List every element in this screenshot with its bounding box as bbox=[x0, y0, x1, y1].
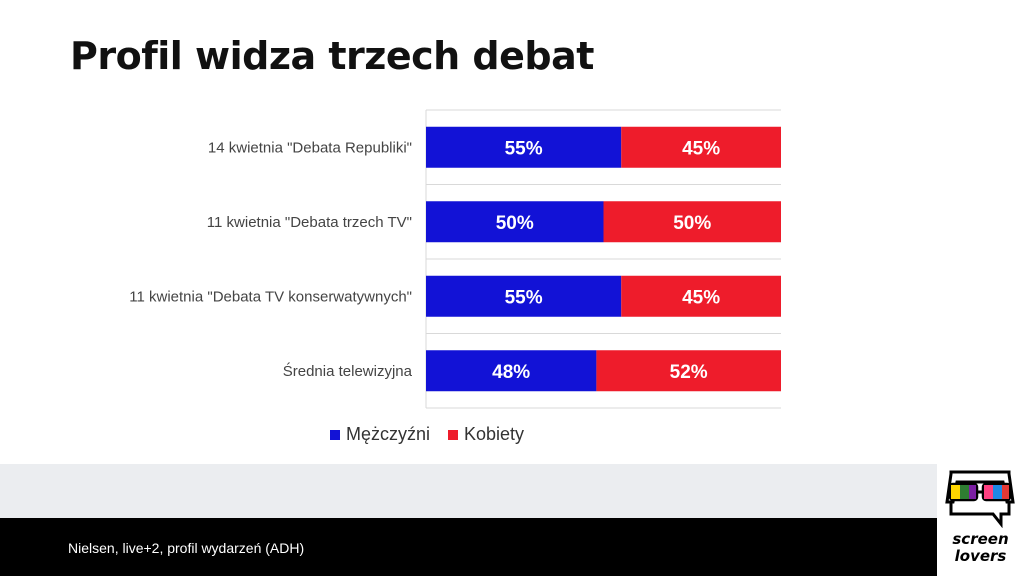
page-title: Profil widza trzech debat bbox=[70, 34, 594, 78]
category-label: 14 kwietnia "Debata Republiki" bbox=[208, 139, 412, 156]
data-label: 50% bbox=[673, 213, 711, 234]
legend-swatch-men bbox=[330, 429, 340, 440]
data-label: 45% bbox=[682, 287, 720, 308]
source-note: Nielsen, live+2, profil wydarzeń (ADH) bbox=[68, 540, 305, 556]
category-label: 11 kwietnia "Debata TV konserwatywnych" bbox=[129, 288, 412, 305]
bar-men bbox=[426, 350, 597, 392]
screen-lovers-logo: screen lovers bbox=[937, 462, 1024, 576]
bar-women bbox=[621, 126, 781, 168]
legend-swatch-women bbox=[448, 429, 459, 440]
grey-band bbox=[0, 464, 1024, 518]
bar-men bbox=[426, 201, 604, 243]
chart-legend: Mężczyźni Kobiety bbox=[330, 424, 524, 445]
stacked-bar-chart: 14 kwietnia "Debata Republiki" 55% 45% 11 k… bbox=[129, 109, 781, 409]
data-label: 55% bbox=[505, 287, 543, 308]
bar-men bbox=[426, 275, 622, 317]
data-label: 52% bbox=[670, 362, 708, 383]
bar-women bbox=[596, 350, 781, 392]
bar-men bbox=[426, 126, 622, 168]
data-label: 50% bbox=[496, 213, 534, 234]
bar-women bbox=[621, 275, 781, 317]
data-label: 45% bbox=[682, 138, 720, 159]
footer-bar: Nielsen, live+2, profil wydarzeń (ADH) bbox=[0, 518, 1024, 576]
bar-women bbox=[603, 201, 781, 243]
category-label: 11 kwietnia "Debata trzech TV" bbox=[207, 214, 412, 231]
logo-text-line1: screen bbox=[952, 530, 1009, 548]
legend-label-men: Mężczyźni bbox=[346, 424, 431, 444]
logo-text-line2: lovers bbox=[954, 547, 1007, 565]
data-label: 55% bbox=[505, 138, 543, 159]
legend-label-women: Kobiety bbox=[464, 424, 525, 444]
category-label: Średnia telewizyjna bbox=[283, 362, 413, 380]
data-label: 48% bbox=[492, 362, 530, 383]
legend-item-women: Kobiety bbox=[448, 424, 524, 445]
glasses-icon bbox=[945, 470, 1015, 528]
legend-item-men: Mężczyźni bbox=[330, 424, 430, 445]
